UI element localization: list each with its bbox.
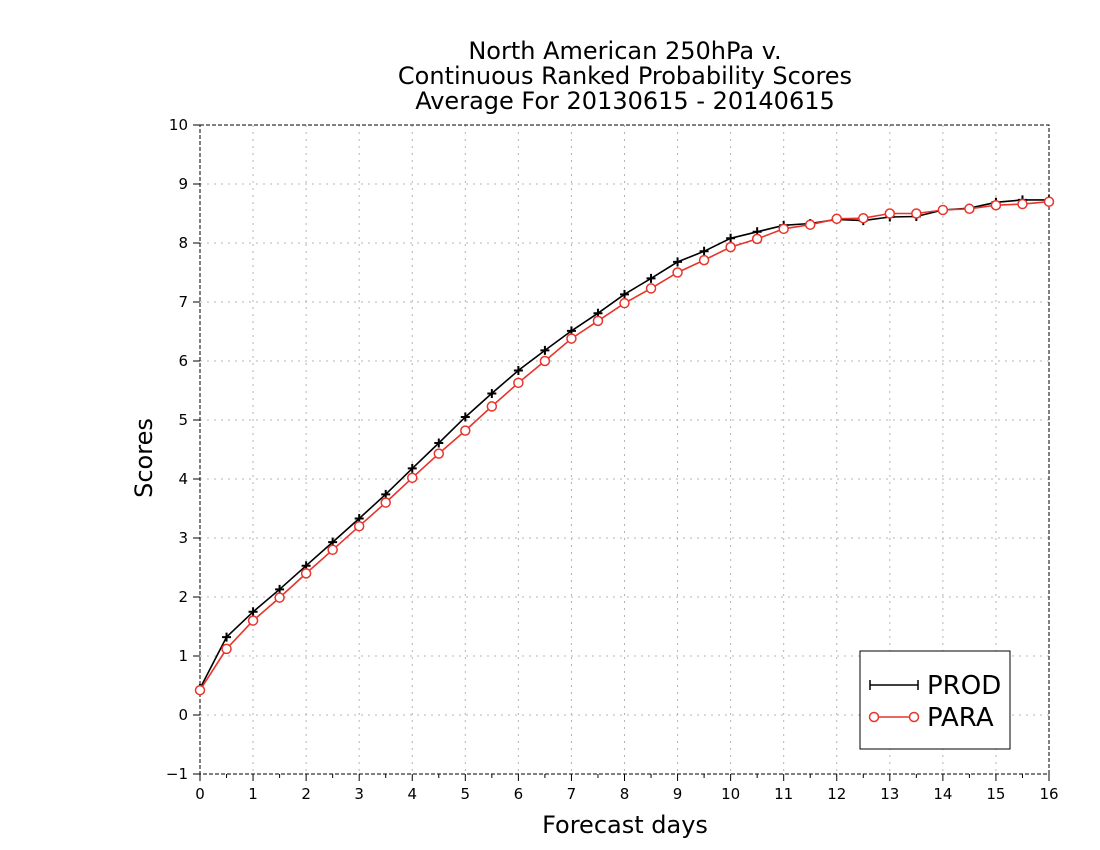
legend-para-marker-right: [908, 711, 920, 723]
data-point-para-4: [300, 568, 312, 579]
data-point-para-21: [751, 233, 763, 245]
x-tick-label-3: 3: [354, 785, 364, 803]
data-point-prod-11: [487, 388, 497, 398]
y-axis-label: Scores: [130, 418, 158, 498]
data-point-para-22: [778, 223, 789, 235]
data-point-para-18: [672, 267, 683, 278]
data-point-para-27: [911, 208, 922, 219]
x-tick-label-2: 2: [301, 785, 311, 803]
data-point-prod-18: [673, 257, 683, 267]
data-point-para-6: [353, 520, 365, 532]
data-point-prod-17: [646, 273, 656, 283]
x-tick-label-16: 16: [1039, 785, 1058, 803]
data-point-para-10: [460, 425, 471, 436]
legend-label-prod: PROD: [927, 671, 1001, 701]
x-tick-label-7: 7: [567, 785, 577, 803]
data-point-para-7: [380, 497, 391, 508]
x-tick-label-1: 1: [248, 785, 258, 803]
series-layer: [194, 195, 1055, 696]
data-point-para-28: [937, 204, 949, 216]
data-point-para-9: [433, 448, 445, 459]
data-point-para-17: [645, 283, 657, 294]
data-point-para-0: [194, 684, 206, 696]
data-point-prod-8: [407, 463, 417, 473]
data-point-para-12: [513, 377, 524, 389]
data-point-para-14: [566, 333, 577, 344]
chart-title: North American 250hPa v. Continuous Rank…: [398, 37, 852, 115]
data-point-para-23: [804, 219, 816, 230]
y-tick-label-3: 3: [178, 529, 188, 547]
data-point-prod-9: [434, 438, 444, 448]
x-tick-label-8: 8: [620, 785, 630, 803]
x-tick-label-9: 9: [673, 785, 683, 803]
x-tick-label-0: 0: [195, 785, 205, 803]
legend-label-para: PARA: [927, 703, 994, 733]
x-tick-label-5: 5: [461, 785, 471, 803]
data-point-para-8: [407, 472, 418, 484]
x-tick-label-6: 6: [514, 785, 524, 803]
y-tick-label-2: 2: [178, 588, 188, 606]
legend: PROD PARA: [859, 650, 1011, 750]
x-tick-label-15: 15: [986, 785, 1005, 803]
data-point-para-30: [990, 199, 1002, 211]
title-line-2: Continuous Ranked Probability Scores: [398, 62, 852, 90]
data-point-prod-16: [620, 289, 629, 299]
data-point-para-29: [964, 203, 975, 215]
y-tick-label-4: 4: [178, 470, 188, 488]
y-tick-label--1: −1: [166, 765, 188, 783]
data-point-prod-10: [460, 412, 470, 422]
title-line-1: North American 250hPa v.: [468, 37, 781, 65]
x-tick-label-13: 13: [880, 785, 899, 803]
data-point-para-3: [274, 592, 285, 603]
data-point-para-16: [619, 297, 630, 309]
data-point-prod-7: [381, 489, 391, 499]
data-point-prod-19: [699, 246, 709, 256]
data-point-prod-2: [248, 607, 258, 617]
data-point-prod-1: [222, 632, 232, 642]
data-point-para-25: [858, 212, 869, 224]
data-point-para-26: [884, 208, 896, 219]
data-point-prod-13: [540, 345, 550, 355]
y-tick-label-9: 9: [178, 175, 188, 193]
data-point-para-11: [486, 401, 498, 412]
data-point-prod-20: [726, 233, 736, 243]
y-tick-label-0: 0: [178, 706, 188, 724]
data-point-para-20: [725, 241, 736, 253]
data-point-prod-3: [275, 584, 285, 594]
legend-box: [859, 650, 1011, 750]
legend-para-marker-left: [868, 711, 880, 723]
data-point-para-2: [247, 615, 259, 626]
y-tick-label-8: 8: [178, 234, 188, 252]
x-tick-label-10: 10: [721, 785, 740, 803]
data-point-para-13: [539, 355, 551, 367]
data-point-para-31: [1017, 198, 1028, 210]
x-axis-label: Forecast days: [542, 811, 708, 839]
y-tick-label-5: 5: [178, 411, 188, 429]
x-tick-label-14: 14: [933, 785, 952, 803]
data-point-para-15: [592, 315, 604, 327]
data-point-prod-12: [513, 365, 523, 375]
x-tick-label-12: 12: [827, 785, 846, 803]
x-tick-label-11: 11: [774, 785, 793, 803]
y-tick-label-7: 7: [178, 293, 188, 311]
x-tick-label-4: 4: [407, 785, 417, 803]
title-line-3: Average For 20130615 - 20140615: [415, 87, 835, 115]
y-tick-label-6: 6: [178, 352, 188, 370]
data-point-para-5: [327, 544, 338, 556]
y-tick-label-10: 10: [169, 116, 188, 134]
data-point-para-24: [831, 213, 842, 225]
data-point-para-19: [698, 254, 710, 266]
data-point-para-32: [1043, 196, 1055, 207]
data-point-para-1: [221, 643, 232, 655]
y-tick-label-1: 1: [178, 647, 188, 665]
